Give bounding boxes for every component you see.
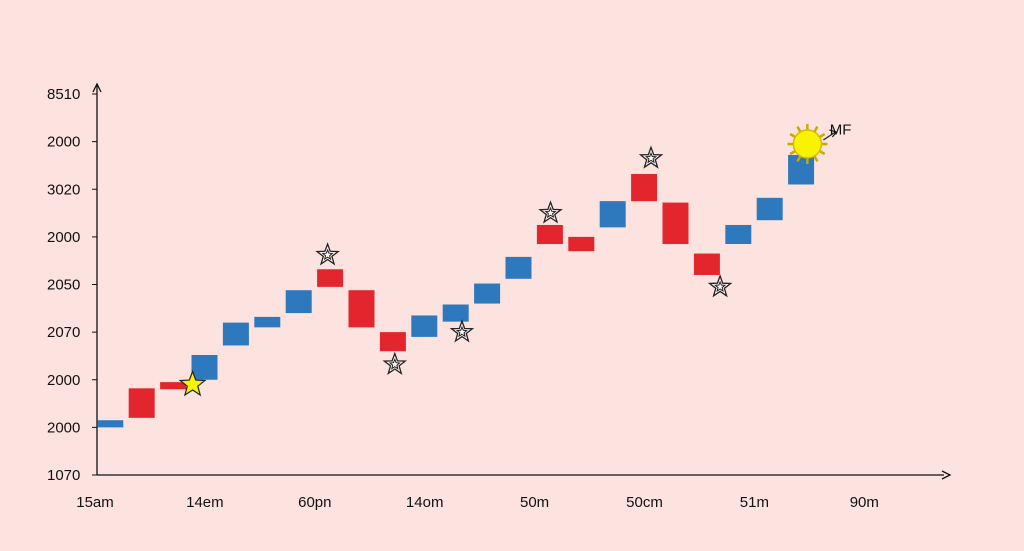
sun-ray: [789, 132, 796, 139]
y-tick-label: 8510: [47, 86, 80, 103]
x-axis-ticks: 15am 14em 60pn 14om 50m 50cm 51m 90m: [76, 494, 879, 511]
sun-pointer-arrow: [829, 129, 838, 138]
x-tick-label: 14em: [186, 494, 224, 511]
bar-increase: [222, 322, 249, 346]
star-inner-icon: [388, 358, 401, 370]
y-tick-label: 3020: [47, 181, 80, 198]
bar-decrease: [348, 290, 375, 328]
y-tick-label: 2070: [47, 324, 80, 341]
bar-increase: [285, 290, 312, 314]
sun-ray: [818, 132, 826, 139]
y-tick-label: 2000: [47, 229, 80, 246]
sun-ray: [796, 155, 802, 162]
star-outline-icon: [382, 351, 408, 375]
bar-increase: [788, 154, 815, 185]
star-outline-icon: [315, 242, 340, 266]
star-outline-icon: [707, 273, 733, 298]
x-tick-label: 51m: [740, 494, 769, 511]
y-axis-ticks: 8510 2000 3020 2000 2050 2070 2000 2000 1070: [47, 86, 97, 484]
bar-decrease: [568, 236, 595, 252]
x-axis-arrow: [941, 470, 952, 480]
star-outline-icon: [538, 200, 563, 224]
star-inner-icon: [645, 151, 658, 164]
bar-decrease: [128, 388, 155, 418]
annotations: MF: [178, 122, 852, 397]
sun-ray: [813, 155, 819, 162]
star-inner-icon: [544, 206, 557, 219]
bar-increase: [725, 224, 752, 245]
star-outline-icon: [449, 319, 475, 343]
bar-decrease: [379, 332, 406, 352]
bar-decrease: [631, 174, 658, 202]
bar-decrease: [693, 253, 720, 275]
sun-ray: [813, 126, 819, 133]
x-tick-label: 14om: [406, 494, 444, 511]
axes: [92, 82, 952, 480]
bar-increase: [191, 354, 218, 380]
annotation-label: MF: [830, 122, 852, 139]
y-axis-arrow: [92, 82, 102, 93]
bar-decrease: [662, 202, 689, 245]
x-tick-label: 15am: [76, 494, 114, 511]
x-tick-label: 90m: [850, 494, 879, 511]
sun-ray: [818, 149, 826, 156]
y-tick-label: 2000: [47, 419, 80, 436]
y-tick-label: 2050: [47, 277, 80, 294]
x-tick-label: 50m: [520, 494, 549, 511]
sun-icon: [787, 124, 828, 165]
bar-increase: [411, 315, 438, 337]
bar-increase: [97, 420, 124, 428]
bar-increase: [599, 201, 626, 228]
bar-decrease: [160, 382, 187, 390]
y-tick-label: 2000: [47, 134, 80, 151]
sun-ray: [789, 149, 796, 156]
y-tick-label: 1070: [47, 467, 80, 484]
bar-increase: [442, 304, 469, 322]
x-tick-label: 50cm: [626, 494, 663, 511]
star-inner-icon: [714, 280, 727, 292]
sun-pointer: [823, 131, 836, 141]
bar-increase: [505, 256, 532, 279]
bar-decrease: [536, 224, 563, 245]
star-inner-icon: [455, 325, 468, 338]
x-tick-label: 60pn: [298, 494, 331, 511]
bars: [97, 154, 815, 428]
bar-increase: [474, 283, 501, 304]
star-filled-icon: [178, 369, 207, 397]
bar-increase: [756, 197, 783, 221]
sun-disc: [792, 129, 823, 159]
bar-decrease: [317, 269, 344, 287]
star-inner-icon: [321, 248, 334, 261]
y-tick-label: 2000: [47, 372, 80, 389]
star-outline-icon: [638, 145, 664, 169]
bar-increase: [254, 316, 281, 328]
sun-ray: [796, 126, 802, 133]
